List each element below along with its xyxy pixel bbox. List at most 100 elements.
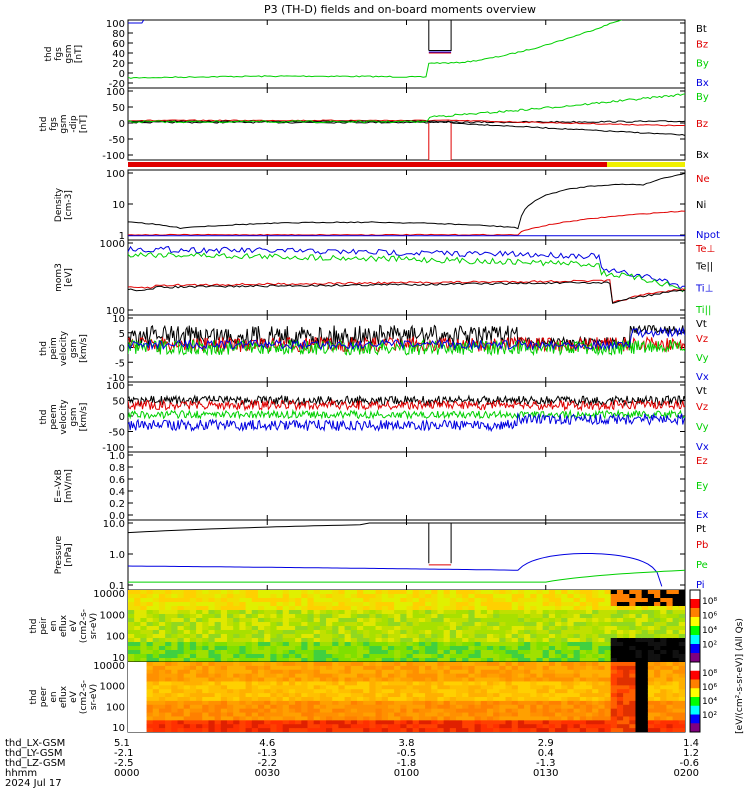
heatmap-cell [233, 598, 240, 603]
heatmap-cell [344, 728, 352, 732]
heatmap-cell [641, 634, 649, 639]
heatmap-cell [585, 700, 593, 706]
heatmap-cell [257, 724, 265, 729]
heatmap-cell [381, 712, 389, 717]
heatmap-cell [158, 689, 166, 694]
heatmap-cell [369, 638, 377, 643]
heatmap-cell [387, 622, 395, 627]
heatmap-cell [431, 689, 438, 694]
heatmap-cell [177, 685, 185, 690]
heatmap-cell [295, 602, 302, 607]
heatmap-cell [505, 638, 513, 643]
heatmap-cell [257, 626, 265, 631]
heatmap-cell [220, 626, 228, 631]
heatmap-cell [214, 720, 222, 725]
heatmap-cell [443, 685, 451, 690]
heatmap-cell [251, 693, 259, 698]
heatmap-cell [623, 614, 630, 619]
heatmap-cell [474, 693, 482, 698]
heatmap-cell [647, 606, 655, 611]
heatmap-cell [654, 673, 661, 679]
heatmap-cell [363, 602, 370, 607]
heatmap-cell [437, 720, 445, 725]
heatmap-cell [245, 618, 253, 623]
heatmap-cell [623, 610, 630, 615]
heatmap-cell [356, 650, 364, 655]
heatmap-cell [307, 669, 315, 675]
heatmap-cell [536, 598, 544, 603]
heatmap-cell [152, 677, 160, 682]
heatmap-cell [251, 646, 259, 651]
heatmap-cell [171, 662, 179, 667]
panel-6-ylabel-1: [mV/m] [64, 469, 74, 503]
heatmap-cell [350, 590, 358, 595]
heatmap-cell [579, 646, 587, 651]
heatmap-cell [598, 602, 606, 607]
heatmap-cell [338, 654, 346, 659]
heatmap-cell [350, 646, 358, 651]
heatmap-cell [598, 626, 606, 631]
heatmap-cell [288, 626, 296, 631]
heatmap-cell [678, 693, 685, 698]
heatmap-cell [412, 665, 420, 671]
heatmap-cell [647, 598, 655, 603]
heatmap-cell [270, 630, 278, 635]
heatmap-cell [313, 677, 321, 682]
heatmap-cell [480, 650, 488, 655]
heatmap-cell [363, 704, 370, 710]
heatmap-cell [536, 626, 544, 631]
heatmap-cell [561, 708, 568, 714]
heatmap-cell [480, 634, 488, 639]
heatmap-cell [425, 630, 432, 635]
heatmap-cell [208, 590, 216, 595]
heatmap-cell [431, 618, 438, 623]
heatmap-cell [592, 677, 599, 682]
heatmap-cell [561, 716, 568, 721]
heatmap-cell [604, 677, 612, 682]
heatmap-cell [406, 665, 414, 671]
heatmap-cell [344, 594, 352, 599]
heatmap-cell [152, 669, 160, 675]
heatmap-cell [270, 602, 278, 607]
heatmap-cell [196, 598, 203, 603]
heatmap-cell [220, 654, 228, 659]
heatmap-cell [338, 720, 346, 725]
heatmap-cell [629, 677, 636, 682]
heatmap-cell [425, 704, 432, 710]
heatmap-cell [171, 673, 179, 679]
heatmap-cell [443, 716, 451, 721]
heatmap-cell [666, 594, 674, 599]
heatmap-cell [239, 606, 247, 611]
heatmap-cell [555, 724, 562, 729]
heatmap-cell [319, 728, 327, 732]
heatmap-cell [412, 673, 420, 679]
heatmap-cell [511, 614, 519, 619]
heatmap-cell [486, 654, 494, 659]
heatmap-cell [641, 677, 649, 682]
heatmap-cell [641, 685, 649, 690]
heatmap-cell [158, 590, 166, 595]
heatmap-cell [288, 662, 296, 667]
heatmap-cell [610, 634, 618, 639]
heatmap-cell [425, 697, 432, 702]
heatmap-cell [251, 634, 259, 639]
heatmap-cell [536, 724, 544, 729]
heatmap-cell [592, 665, 599, 671]
heatmap-cell [276, 712, 284, 717]
heatmap-cell [332, 622, 339, 627]
heatmap-cell [567, 673, 575, 679]
heatmap-cell [536, 602, 544, 607]
heatmap-cell [412, 693, 420, 698]
heatmap-cell [573, 697, 581, 702]
heatmap-cell [171, 650, 179, 655]
heatmap-cell [437, 594, 445, 599]
heatmap-cell [350, 669, 358, 675]
heatmap-cell [140, 673, 148, 679]
heatmap-cell [350, 677, 358, 682]
heatmap-cell [641, 720, 649, 725]
heatmap-cell [270, 634, 278, 639]
heatmap-cell [282, 700, 290, 706]
heatmap-cell [616, 693, 624, 698]
heatmap-cell [579, 669, 587, 675]
heatmap-cell [567, 622, 575, 627]
